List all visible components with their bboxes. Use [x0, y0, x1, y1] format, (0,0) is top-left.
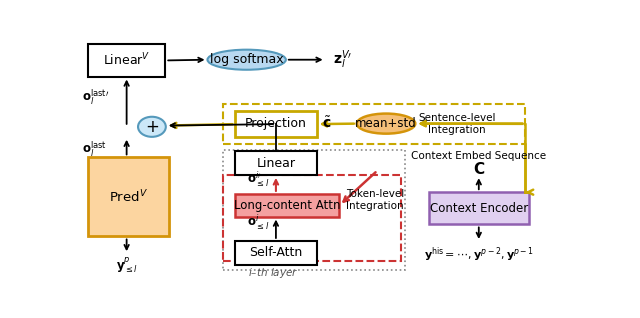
Text: $\mathbf{C}$: $\mathbf{C}$ [473, 161, 485, 177]
Text: Pred$^V$: Pred$^V$ [109, 189, 148, 205]
FancyBboxPatch shape [236, 111, 317, 137]
Text: $\mathbf{o}_l^{\mathrm{last}\prime}$: $\mathbf{o}_l^{\mathrm{last}\prime}$ [83, 87, 109, 107]
Text: $\mathbf{z}_l^{V\prime}$: $\mathbf{z}_l^{V\prime}$ [333, 48, 353, 71]
Text: Self-Attn: Self-Attn [250, 246, 303, 259]
FancyBboxPatch shape [88, 157, 169, 237]
FancyBboxPatch shape [88, 44, 165, 77]
Text: Token-level
Integration: Token-level Integration [346, 189, 404, 211]
Text: Projection: Projection [245, 117, 307, 130]
FancyBboxPatch shape [236, 194, 339, 217]
Text: Long-content Attn: Long-content Attn [234, 199, 340, 212]
Text: $\mathbf{y}_{\leq l}^{p}$: $\mathbf{y}_{\leq l}^{p}$ [116, 256, 138, 275]
Text: +: + [145, 118, 159, 136]
Text: Context Embed Sequence: Context Embed Sequence [412, 151, 547, 161]
Text: Sentence-level
Integration: Sentence-level Integration [418, 113, 496, 135]
Text: log softmax: log softmax [210, 53, 284, 66]
Ellipse shape [356, 114, 415, 134]
Text: Linear: Linear [257, 157, 296, 170]
Text: Context Encoder: Context Encoder [430, 202, 528, 215]
Text: $\mathbf{o}_l^{\mathrm{last}}$: $\mathbf{o}_l^{\mathrm{last}}$ [83, 140, 108, 159]
Text: $\mathbf{o}_{\leq l}^{i\prime}$: $\mathbf{o}_{\leq l}^{i\prime}$ [247, 170, 270, 189]
FancyBboxPatch shape [236, 241, 317, 265]
Ellipse shape [207, 50, 286, 70]
Text: Linear$^V$: Linear$^V$ [103, 52, 150, 69]
Text: $\mathbf{o}_{\leq l}^{i}$: $\mathbf{o}_{\leq l}^{i}$ [247, 212, 270, 232]
Text: $\tilde{\mathbf{c}}$: $\tilde{\mathbf{c}}$ [323, 116, 332, 131]
Ellipse shape [138, 117, 166, 137]
FancyBboxPatch shape [429, 192, 529, 225]
FancyBboxPatch shape [236, 151, 317, 175]
Text: $i$–th layer: $i$–th layer [248, 266, 299, 280]
Text: mean+std: mean+std [355, 117, 417, 130]
Text: $\mathbf{y}^{\mathrm{his}}=\cdots,\mathbf{y}^{p-2},\mathbf{y}^{p-1}$: $\mathbf{y}^{\mathrm{his}}=\cdots,\mathb… [424, 245, 534, 264]
